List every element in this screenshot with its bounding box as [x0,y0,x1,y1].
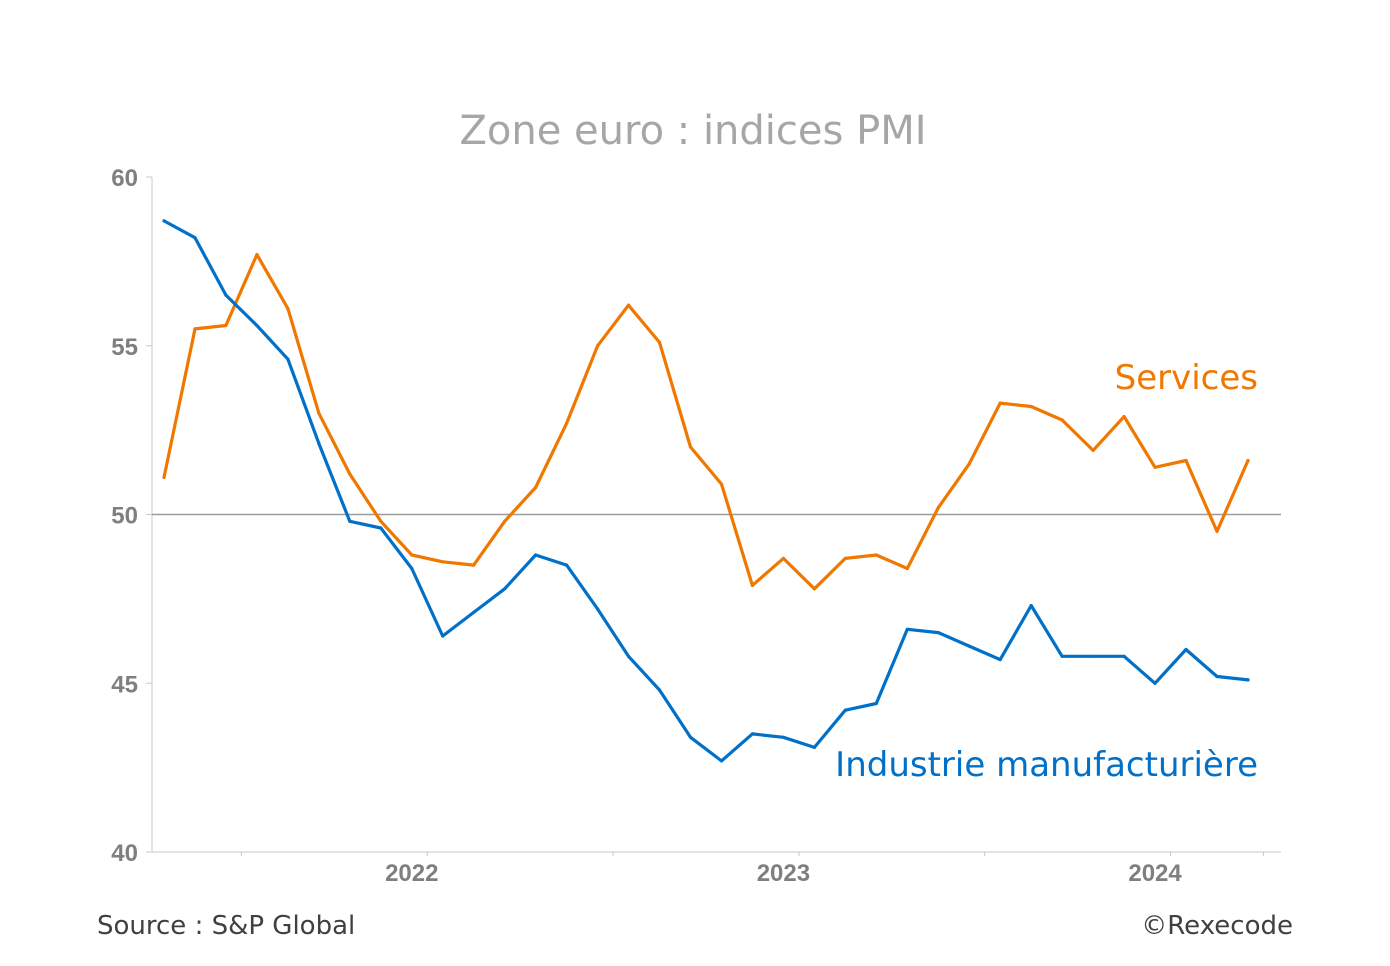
point-services-12 [534,485,538,490]
point-services-6 [348,472,352,476]
series-label-industry: Industrie manufacturière [835,745,1258,785]
y-tick-label-40: 40 [111,840,138,867]
point-industrie-9 [441,634,445,638]
point-industrie-2 [224,293,228,297]
point-industrie-4 [286,357,290,361]
point-services-32 [1153,465,1157,469]
point-services-30 [1091,448,1095,452]
point-industrie-33 [1184,647,1188,652]
axes-group: 40 45 50 55 60 2022 2023 2024 [111,165,1281,887]
point-industrie-3 [255,323,259,328]
point-services-27 [998,401,1002,405]
point-services-16 [657,340,662,344]
point-industrie-0 [162,219,166,223]
point-services-8 [410,553,414,557]
point-services-9 [441,560,445,564]
point-services-14 [596,344,600,348]
source-note: Source : S&P Global [97,911,356,941]
series-labels: Services Industrie manufacturière [835,358,1258,785]
point-services-1 [193,327,197,331]
series-line-industrie [162,219,1250,763]
y-tick-label-55: 55 [111,334,138,361]
point-services-21 [812,587,817,591]
point-industrie-14 [596,607,600,611]
point-industrie-27 [998,658,1002,662]
copyright-note: ©Rexecode [1141,911,1293,941]
point-services-0 [162,475,166,479]
y-tick-label-45: 45 [111,671,138,698]
point-services-17 [688,445,693,449]
point-services-3 [255,253,259,257]
point-industrie-34 [1215,674,1219,679]
point-industrie-12 [534,553,538,557]
point-industrie-30 [1091,654,1095,658]
point-industrie-1 [193,236,197,240]
point-services-4 [286,307,290,311]
x-tick-label-2022: 2022 [385,860,438,887]
point-services-25 [936,506,940,510]
point-industrie-19 [750,732,755,736]
point-services-24 [905,566,909,571]
point-services-11 [503,519,507,523]
point-industrie-7 [379,526,383,530]
point-industrie-21 [812,745,817,750]
point-industrie-11 [503,587,507,591]
point-services-22 [843,556,847,561]
point-services-35 [1246,458,1250,463]
point-industrie-5 [317,442,321,446]
point-industrie-6 [348,519,352,523]
point-services-34 [1215,529,1219,534]
point-services-33 [1184,458,1188,463]
chart-title: Zone euro : indices PMI [459,108,926,154]
point-services-10 [472,563,476,567]
point-industrie-17 [688,735,693,739]
point-services-23 [874,553,878,557]
point-industrie-25 [936,631,940,635]
x-tick-label-2024: 2024 [1128,860,1182,887]
point-industrie-29 [1060,654,1064,658]
point-industrie-26 [967,644,971,648]
point-industrie-20 [781,735,786,739]
point-industrie-22 [843,708,847,712]
y-tick-label-60: 60 [111,165,138,192]
point-services-31 [1122,415,1126,419]
point-industrie-18 [719,759,724,763]
point-industrie-10 [472,610,476,615]
point-services-5 [317,411,321,415]
point-industrie-23 [874,701,878,706]
point-industrie-35 [1246,678,1250,682]
series-line-services [162,253,1250,591]
point-services-2 [224,323,228,328]
point-industrie-28 [1029,604,1033,608]
point-services-13 [565,421,569,425]
y-tick-label-50: 50 [111,503,138,530]
point-services-28 [1029,404,1033,409]
point-industrie-24 [905,627,909,631]
point-industrie-32 [1153,681,1157,685]
point-services-15 [626,303,631,307]
point-services-20 [781,556,786,561]
point-services-7 [379,519,383,523]
point-industrie-16 [657,688,662,692]
point-services-29 [1060,418,1064,422]
point-industrie-31 [1122,654,1126,658]
point-industrie-13 [565,563,569,567]
series-label-services: Services [1115,358,1258,398]
x-tick-label-2023: 2023 [757,860,810,887]
point-industrie-15 [626,654,631,658]
series-group [162,219,1250,763]
point-industrie-8 [410,566,414,571]
point-services-18 [719,482,724,486]
point-services-19 [750,583,755,588]
point-services-26 [967,462,971,466]
